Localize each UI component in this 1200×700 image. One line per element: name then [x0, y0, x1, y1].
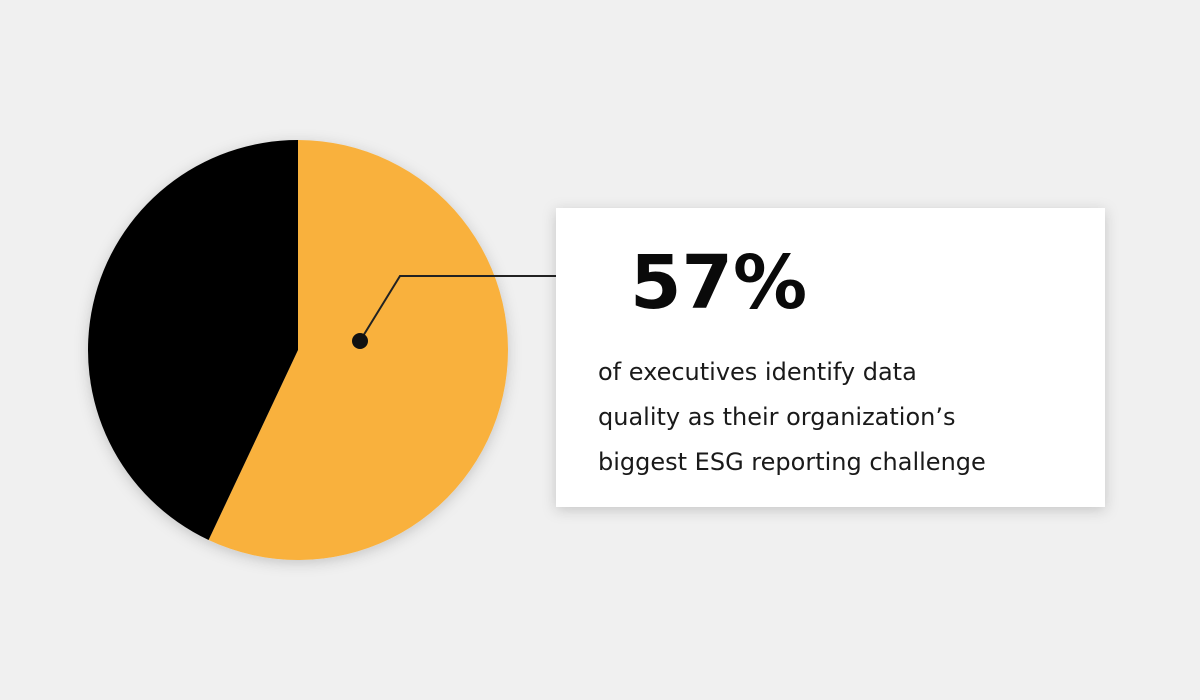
leader-line [359, 275, 556, 342]
description-line: of executives identify data [598, 358, 917, 386]
value-label: 57% [630, 240, 807, 326]
description-line: quality as their organization’s [598, 403, 955, 431]
description-line: biggest ESG reporting challenge [598, 448, 986, 476]
pie [88, 140, 508, 560]
description: of executives identify data quality as th… [598, 358, 986, 476]
leader-dot [352, 333, 368, 349]
pie-slice [208, 140, 508, 560]
pie-slice [88, 140, 299, 541]
callout-box [556, 208, 1105, 507]
